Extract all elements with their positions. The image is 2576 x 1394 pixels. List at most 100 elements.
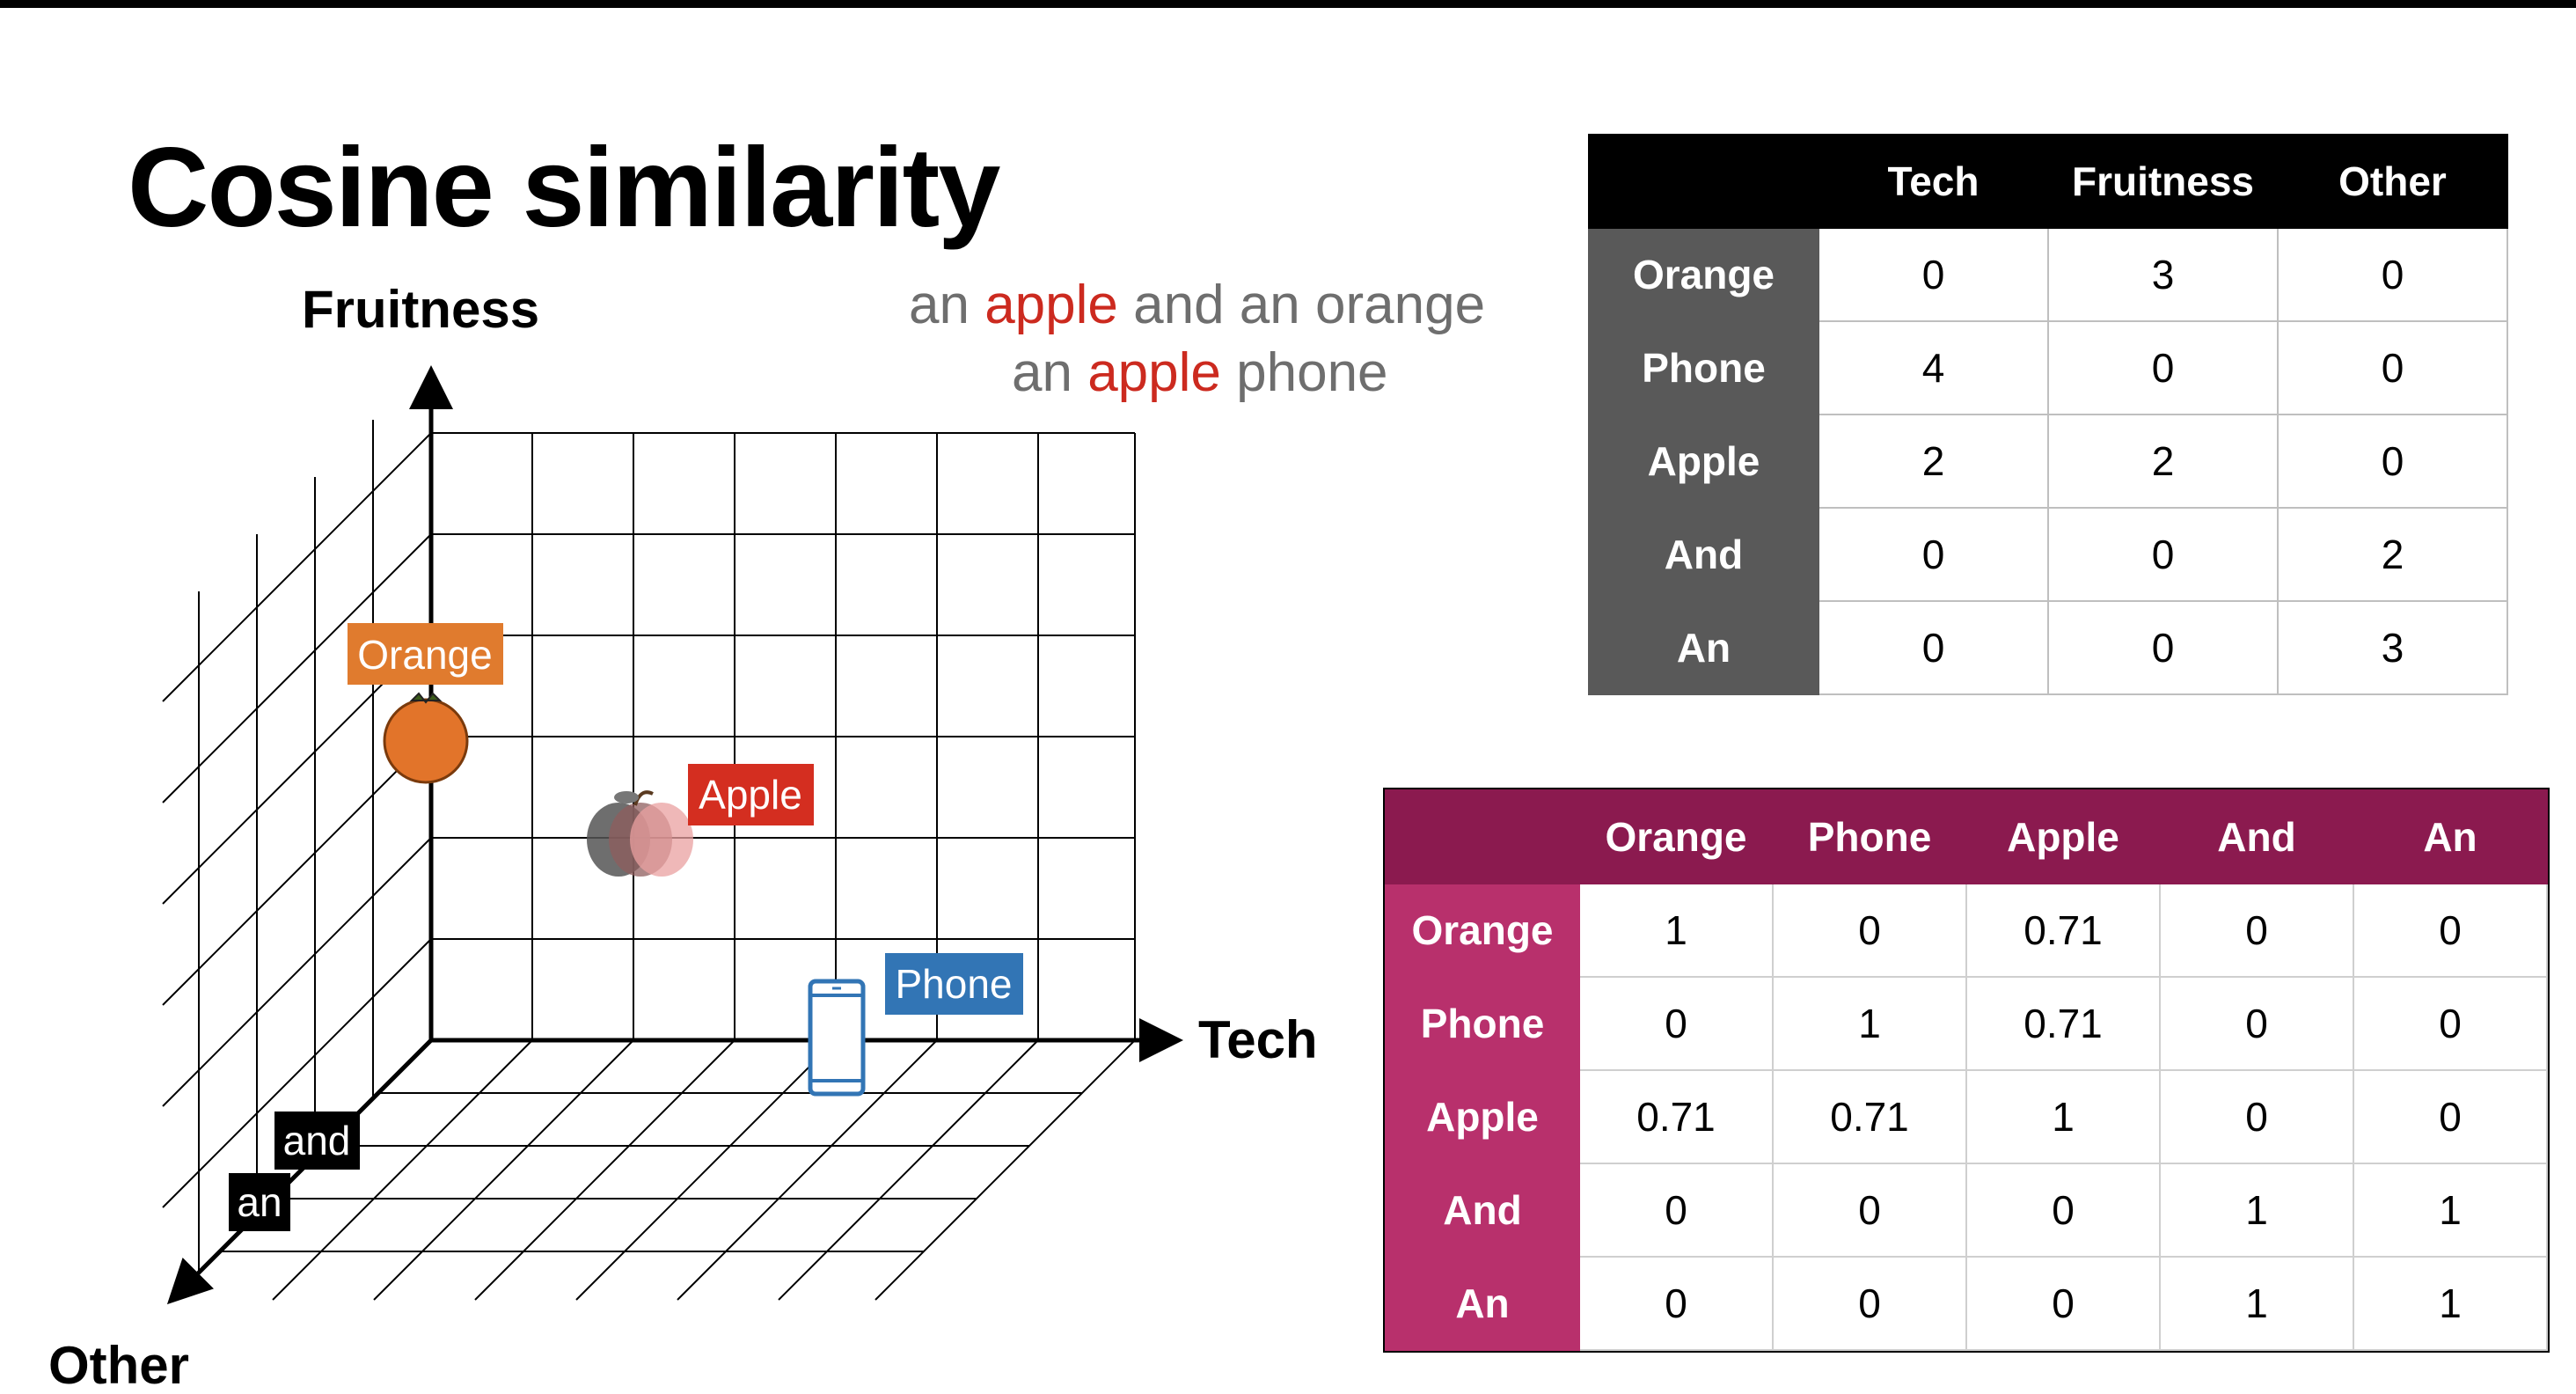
- caption-1-post: and an orange: [1117, 275, 1486, 335]
- sim-col-header-apple: Apple: [1965, 789, 2161, 884]
- count-cell: 0: [2047, 507, 2279, 602]
- count-cell: 0: [1818, 507, 2049, 602]
- sim-col-header-corner: [1385, 789, 1580, 884]
- count-col-header-corner: [1588, 134, 1819, 229]
- orange-tag: [348, 623, 503, 685]
- sim-cell: 0: [1578, 1163, 1774, 1258]
- count-row-phone: Phone 4 0 0: [1588, 320, 2508, 415]
- count-col-header-other: Other: [2277, 134, 2508, 229]
- count-row-orange: Orange 0 3 0: [1588, 227, 2508, 322]
- phone-tag-label: Phone: [895, 961, 1012, 1007]
- count-col-header-tech: Tech: [1818, 134, 2049, 229]
- sim-cell: 0: [1772, 883, 1967, 978]
- sim-row-label: Apple: [1385, 1069, 1580, 1164]
- sim-row-label: Orange: [1385, 883, 1580, 978]
- sim-cell: 0: [2353, 976, 2548, 1071]
- count-cell: 0: [2047, 320, 2279, 415]
- sim-row-and: And 0 0 0 1 1: [1385, 1163, 2548, 1258]
- count-cell: 3: [2047, 227, 2279, 322]
- sim-row-apple: Apple 0.71 0.71 1 0 0: [1385, 1069, 2548, 1164]
- sim-cell: 0: [1772, 1163, 1967, 1258]
- sim-cell: 1: [2353, 1163, 2548, 1258]
- sim-table-header-row: Orange Phone Apple And An: [1385, 789, 2548, 884]
- sim-cell: 0: [2353, 1069, 2548, 1164]
- orange-fruit-icon: [383, 692, 469, 784]
- sim-cell: 0: [1965, 1256, 2161, 1351]
- sim-row-label: An: [1385, 1256, 1580, 1351]
- count-row-label: An: [1588, 600, 1819, 695]
- count-cell: 2: [2277, 507, 2508, 602]
- sim-cell: 0.71: [1965, 976, 2161, 1071]
- sim-cell: 0: [2159, 1069, 2354, 1164]
- sim-cell: 1: [2159, 1163, 2354, 1258]
- apple-tag-label: Apple: [699, 772, 802, 818]
- count-row-apple: Apple 2 2 0: [1588, 414, 2508, 509]
- orange-tag-label: Orange: [357, 632, 492, 678]
- count-table-header-row: Tech Fruitness Other: [1588, 134, 2508, 229]
- sim-cell: 0: [2159, 883, 2354, 978]
- sim-row-an: An 0 0 0 1 1: [1385, 1256, 2548, 1351]
- sim-row-label: And: [1385, 1163, 1580, 1258]
- and-tag: [274, 1112, 360, 1170]
- sim-cell: 0: [1578, 976, 1774, 1071]
- phone-point: Phone: [808, 953, 1023, 1097]
- caption-sentence-1: an apple and an orange: [909, 278, 1485, 333]
- sim-cell: 0: [2353, 883, 2548, 978]
- sim-cell: 0: [1578, 1256, 1774, 1351]
- count-cell: 4: [1818, 320, 2049, 415]
- sim-cell: 0: [1772, 1256, 1967, 1351]
- apple-tag: [688, 764, 814, 825]
- tech-other-grid: [220, 1039, 1136, 1301]
- caption-1-pre: an: [909, 275, 985, 335]
- apple-point: Apple: [587, 764, 814, 877]
- count-row-label: Phone: [1588, 320, 1819, 415]
- sim-row-orange: Orange 1 0 0.71 0 0: [1385, 883, 2548, 978]
- an-tag: [229, 1173, 290, 1231]
- count-col-header-fruitness: Fruitness: [2047, 134, 2279, 229]
- and-tag-label: and: [283, 1118, 351, 1163]
- an-tag-label: an: [237, 1179, 282, 1225]
- sim-row-phone: Phone 0 1 0.71 0 0: [1385, 976, 2548, 1071]
- sim-col-header-phone: Phone: [1772, 789, 1967, 884]
- count-cell: 3: [2277, 600, 2508, 695]
- sim-cell: 1: [1772, 976, 1967, 1071]
- page-title: Cosine similarity: [128, 125, 1000, 251]
- sim-cell: 0: [2159, 976, 2354, 1071]
- count-cell: 2: [1818, 414, 2049, 509]
- other-fruitness-grid: [162, 420, 432, 1273]
- count-row-label: And: [1588, 507, 1819, 602]
- and-point: and: [274, 1112, 360, 1170]
- count-cell: 0: [2277, 320, 2508, 415]
- count-row-label: Orange: [1588, 227, 1819, 322]
- other-axis-label: Other: [48, 1336, 189, 1394]
- count-cell: 0: [2047, 600, 2279, 695]
- count-cell: 0: [1818, 600, 2049, 695]
- caption-sentence-2: an apple phone: [1012, 346, 1388, 400]
- an-point: an: [229, 1173, 290, 1231]
- sim-cell: 1: [2353, 1256, 2548, 1351]
- cosine-similarity-table: Orange Phone Apple And An Orange 1 0 0.7…: [1383, 788, 2550, 1353]
- caption-2-highlight: apple: [1087, 342, 1221, 403]
- sim-col-header-orange: Orange: [1578, 789, 1774, 884]
- apple-fruit-icon: [587, 790, 693, 877]
- sim-col-header-an: An: [2353, 789, 2548, 884]
- caption-1-highlight: apple: [984, 275, 1118, 335]
- sim-cell: 1: [1965, 1069, 2161, 1164]
- fruitness-axis-label: Fruitness: [302, 280, 539, 339]
- sim-cell: 0.71: [1965, 883, 2161, 978]
- count-row-and: And 0 0 2: [1588, 507, 2508, 602]
- phone-tag: [885, 953, 1023, 1015]
- count-cell: 2: [2047, 414, 2279, 509]
- sim-cell: 0.71: [1578, 1069, 1774, 1164]
- tech-fruitness-grid: [431, 432, 1136, 1040]
- sim-row-label: Phone: [1385, 976, 1580, 1071]
- count-row-label: Apple: [1588, 414, 1819, 509]
- tech-axis-label: Tech: [1198, 1010, 1318, 1069]
- orange-point: Orange: [348, 623, 503, 784]
- sim-cell: 0: [1965, 1163, 2161, 1258]
- caption-2-pre: an: [1012, 342, 1088, 403]
- sim-cell: 0.71: [1772, 1069, 1967, 1164]
- count-row-an: An 0 0 3: [1588, 600, 2508, 695]
- sim-cell: 1: [1578, 883, 1774, 978]
